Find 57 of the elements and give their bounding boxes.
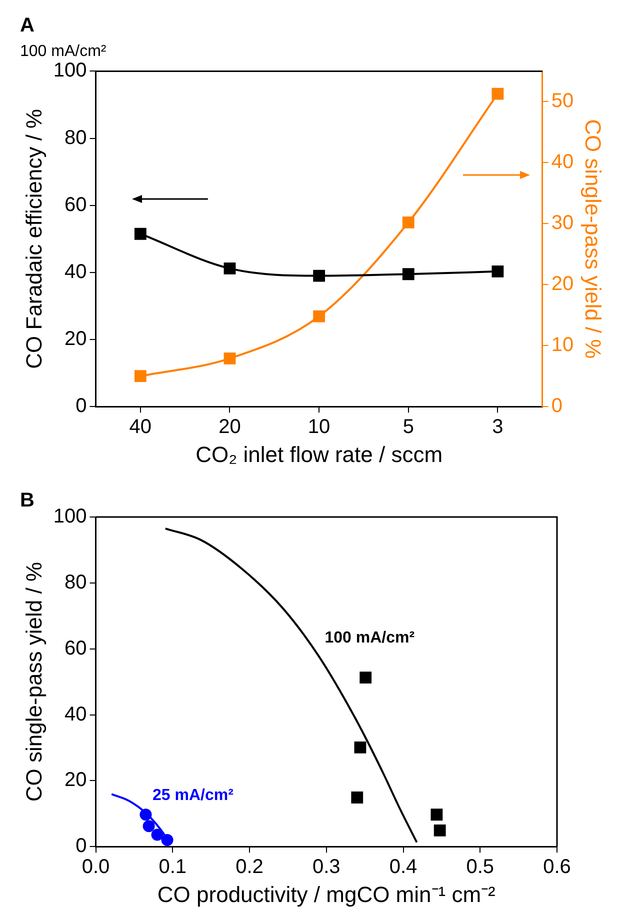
- point: [313, 310, 326, 322]
- point: [402, 268, 414, 280]
- x-tick-label: 0.0: [82, 856, 110, 878]
- series-label: 25 mA/cm²: [152, 787, 234, 804]
- x-tick-label: 3: [492, 416, 504, 438]
- y-tick-label: 40: [64, 260, 87, 283]
- y2-axis-title: CO single-pass yield / %: [580, 119, 606, 359]
- y-tick-label: 20: [64, 328, 87, 350]
- x-tick-label: 0.6: [543, 856, 571, 878]
- y2-tick-label: 0: [551, 395, 562, 418]
- point: [351, 792, 364, 804]
- x-tick-label: 10: [308, 416, 330, 438]
- point: [492, 265, 504, 278]
- point: [224, 262, 236, 274]
- y-tick-label: 20: [64, 769, 87, 792]
- series-label: 100 mA/cm²: [324, 629, 415, 646]
- x-axis-title: CO productivity / mgCO min⁻¹ cm⁻²: [157, 882, 496, 907]
- point: [430, 808, 443, 821]
- x-tick-label: 5: [402, 416, 414, 438]
- point: [224, 352, 236, 364]
- chart-title: A: [20, 14, 34, 37]
- y2-tick-label: 10: [551, 334, 574, 356]
- y-tick-label: 100: [53, 506, 87, 528]
- y-tick-label: 60: [64, 194, 87, 216]
- y-axis-title: CO Faradaic efficiency / %: [21, 108, 46, 369]
- point: [134, 370, 146, 382]
- y-tick-label: 0: [76, 835, 87, 858]
- point: [492, 88, 504, 100]
- chart-title: B: [20, 490, 34, 512]
- y-axis-title: CO single-pass yield / %: [21, 562, 46, 802]
- y2-tick-label: 20: [551, 273, 574, 296]
- y-tick-label: 40: [64, 703, 87, 726]
- y2-tick-label: 30: [551, 212, 574, 234]
- point: [434, 824, 446, 836]
- point: [313, 270, 326, 282]
- x-tick-label: 20: [218, 416, 241, 438]
- y-tick-label: 60: [64, 637, 87, 660]
- y-tick-label: 0: [76, 395, 87, 418]
- y-tick-label: 80: [64, 126, 87, 149]
- point: [354, 741, 366, 754]
- point: [360, 672, 372, 684]
- y2-tick-label: 50: [551, 90, 574, 112]
- x-tick-label: 0.3: [312, 856, 340, 878]
- y-tick-label: 100: [53, 60, 87, 82]
- point: [134, 228, 146, 240]
- x-tick-label: 0.5: [466, 856, 494, 878]
- x-tick-label: 0.2: [236, 856, 264, 878]
- y2-tick-label: 40: [551, 151, 574, 174]
- point: [142, 820, 155, 832]
- x-axis-title: CO₂ inlet flow rate / sccm: [196, 442, 443, 467]
- chart-subtitle: 100 mA/cm²: [20, 43, 107, 60]
- point: [402, 216, 414, 228]
- y-tick-label: 80: [64, 571, 87, 594]
- x-tick-label: 40: [129, 416, 152, 438]
- x-tick-label: 0.1: [158, 856, 187, 878]
- point: [151, 828, 164, 841]
- x-tick-label: 0.4: [389, 856, 418, 878]
